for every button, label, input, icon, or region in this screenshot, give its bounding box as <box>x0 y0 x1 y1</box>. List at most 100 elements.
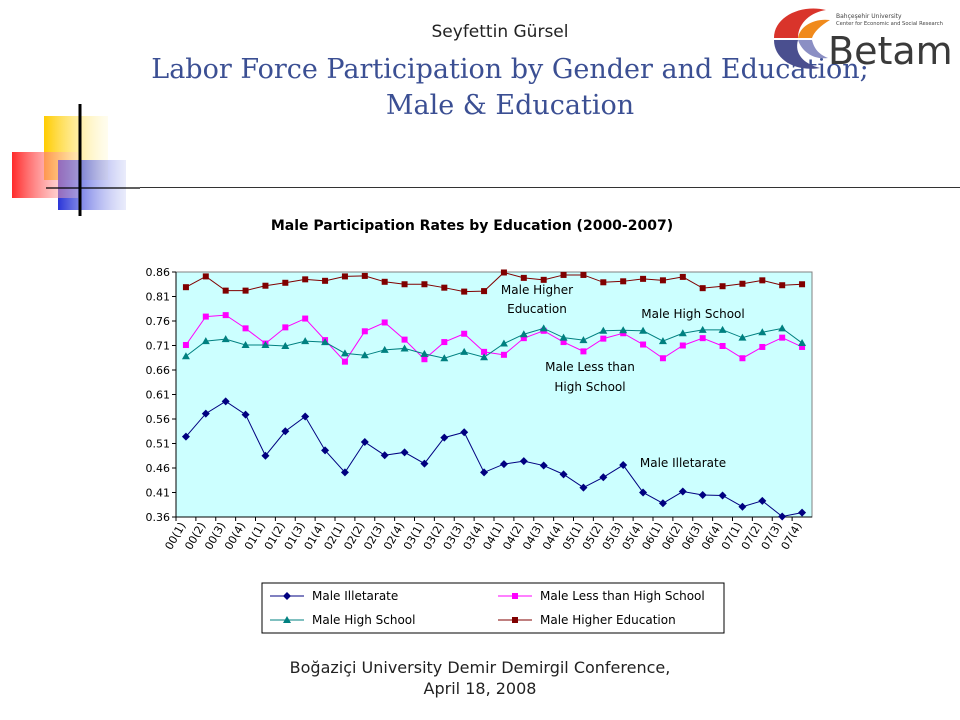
data-point-male-less-than-high-school <box>441 339 448 346</box>
data-point-male-less-than-high-school <box>182 342 189 349</box>
y-axis: 0.36 0.41 0.46 0.51 0.56 0.61 0.66 0.71 0.76 0.81… <box>146 266 177 524</box>
data-point-male-less-than-high-school <box>679 342 686 349</box>
data-point-male-high-school <box>539 324 548 332</box>
data-point-male-high-school <box>321 338 330 346</box>
data-point-male-less-than-high-school <box>600 335 607 342</box>
data-point-male-less-than-high-school <box>242 325 249 332</box>
x-tick-label: 00(3) <box>202 520 228 552</box>
data-point-male-high-school <box>718 325 727 333</box>
annotation-layer: Male Higher Education Male High School Male… <box>501 283 745 470</box>
data-point-male-illetarate <box>639 488 648 497</box>
data-point-male-higher-education <box>341 273 348 280</box>
legend-label: Male Less than High School <box>540 589 705 603</box>
legend-entry-male-higher-education: Male Higher Education <box>498 613 676 627</box>
data-point-male-high-school <box>678 329 687 337</box>
data-point-male-high-school <box>499 339 508 347</box>
data-point-male-higher-education <box>361 272 368 279</box>
data-point-male-high-school <box>360 351 369 359</box>
data-point-male-higher-education <box>560 271 567 278</box>
data-point-male-less-than-high-school <box>421 356 428 363</box>
data-point-male-less-than-high-school <box>620 330 627 337</box>
data-point-male-less-than-high-school <box>759 343 766 350</box>
series-line-male-high-school <box>185 327 803 359</box>
data-point-male-illetarate <box>281 427 290 436</box>
data-point-male-high-school <box>281 341 290 349</box>
data-point-male-illetarate <box>400 448 409 457</box>
legend-marker <box>512 593 518 599</box>
series-male-illetarate <box>181 397 807 521</box>
footer-line-2: April 18, 2008 <box>423 679 537 698</box>
logo-brand-text: Betam <box>828 29 953 73</box>
data-point-male-high-school <box>380 345 389 353</box>
data-point-male-illetarate <box>738 502 747 511</box>
y-tick-label: 0.41 <box>146 487 171 500</box>
slide-title-line-1: Labor Force Participation by Gender and … <box>151 54 869 85</box>
series-male-less-than-high-school <box>182 312 806 365</box>
x-tick-label: 01(3) <box>282 520 308 552</box>
series-line-male-less-than-high-school <box>185 314 803 363</box>
x-tick-label: 03(4) <box>461 520 487 552</box>
y-tick-label: 0.81 <box>146 291 171 304</box>
series-male-high-school <box>181 324 807 362</box>
y-tick-label: 0.71 <box>146 340 171 353</box>
series-male-higher-education <box>182 269 806 295</box>
data-point-male-less-than-high-school <box>222 312 229 319</box>
x-tick-label: 07(2) <box>739 520 765 552</box>
data-point-male-illetarate <box>321 446 330 455</box>
data-point-male-high-school <box>181 352 190 360</box>
data-point-male-higher-education <box>620 278 627 285</box>
data-point-male-less-than-high-school <box>640 341 647 348</box>
data-point-male-high-school <box>201 337 210 345</box>
data-point-male-high-school <box>241 341 250 349</box>
data-point-male-higher-education <box>580 271 587 278</box>
data-point-male-illetarate <box>420 459 429 468</box>
x-tick-label: 02(4) <box>381 520 407 552</box>
data-point-male-high-school <box>579 336 588 344</box>
annotation-male-less-than-high-school: High School <box>554 380 625 394</box>
legend-marker <box>283 592 291 600</box>
footer: Boğaziçi University Demir Demirgil Confe… <box>230 657 730 699</box>
data-point-male-illetarate <box>181 432 190 441</box>
legend-entry-male-less-than-high-school: Male Less than High School <box>498 589 705 603</box>
legend-entry-male-high-school: Male High School <box>270 613 415 627</box>
x-tick-label: 04(2) <box>500 520 526 552</box>
data-point-male-illetarate <box>241 410 250 419</box>
data-point-male-higher-education <box>699 285 706 292</box>
series-layer <box>181 269 807 521</box>
data-point-male-less-than-high-school <box>401 336 408 343</box>
data-point-male-higher-education <box>282 279 289 286</box>
data-point-male-high-school <box>619 326 628 334</box>
legend-label: Male Illetarate <box>312 589 398 603</box>
data-point-male-illetarate <box>440 433 449 442</box>
x-tick-label: 02(1) <box>321 520 347 552</box>
data-point-male-illetarate <box>758 496 767 505</box>
data-point-male-higher-education <box>242 287 249 294</box>
x-tick-label: 04(3) <box>520 520 546 552</box>
x-tick-label: 06(4) <box>699 520 725 552</box>
x-tick-label: 02(3) <box>361 520 387 552</box>
data-point-male-higher-education <box>659 277 666 284</box>
y-tick-label: 0.66 <box>146 364 171 377</box>
data-point-male-illetarate <box>619 461 628 470</box>
data-point-male-higher-education <box>600 279 607 286</box>
annotation-male-illetarate: Male Illetarate <box>640 456 726 470</box>
data-point-male-higher-education <box>779 282 786 289</box>
data-point-male-illetarate <box>559 470 568 479</box>
data-point-male-illetarate <box>499 460 508 469</box>
series-line-male-illetarate <box>185 400 803 518</box>
y-tick-label: 0.36 <box>146 511 171 524</box>
data-point-male-higher-education <box>759 277 766 284</box>
data-point-male-illetarate <box>340 468 349 477</box>
data-point-male-illetarate <box>519 457 528 466</box>
x-tick-label: 06(3) <box>679 520 705 552</box>
data-point-male-high-school <box>261 341 270 349</box>
data-point-male-high-school <box>639 326 648 334</box>
data-point-male-high-school <box>519 330 528 338</box>
data-point-male-illetarate <box>698 490 707 499</box>
logo-center-text: Center for Economic and Social Research <box>836 21 943 27</box>
data-point-male-high-school <box>658 337 667 345</box>
y-tick-label: 0.51 <box>146 438 171 451</box>
data-point-male-high-school <box>599 326 608 334</box>
data-point-male-illetarate <box>221 397 230 406</box>
data-point-male-high-school <box>400 344 409 352</box>
